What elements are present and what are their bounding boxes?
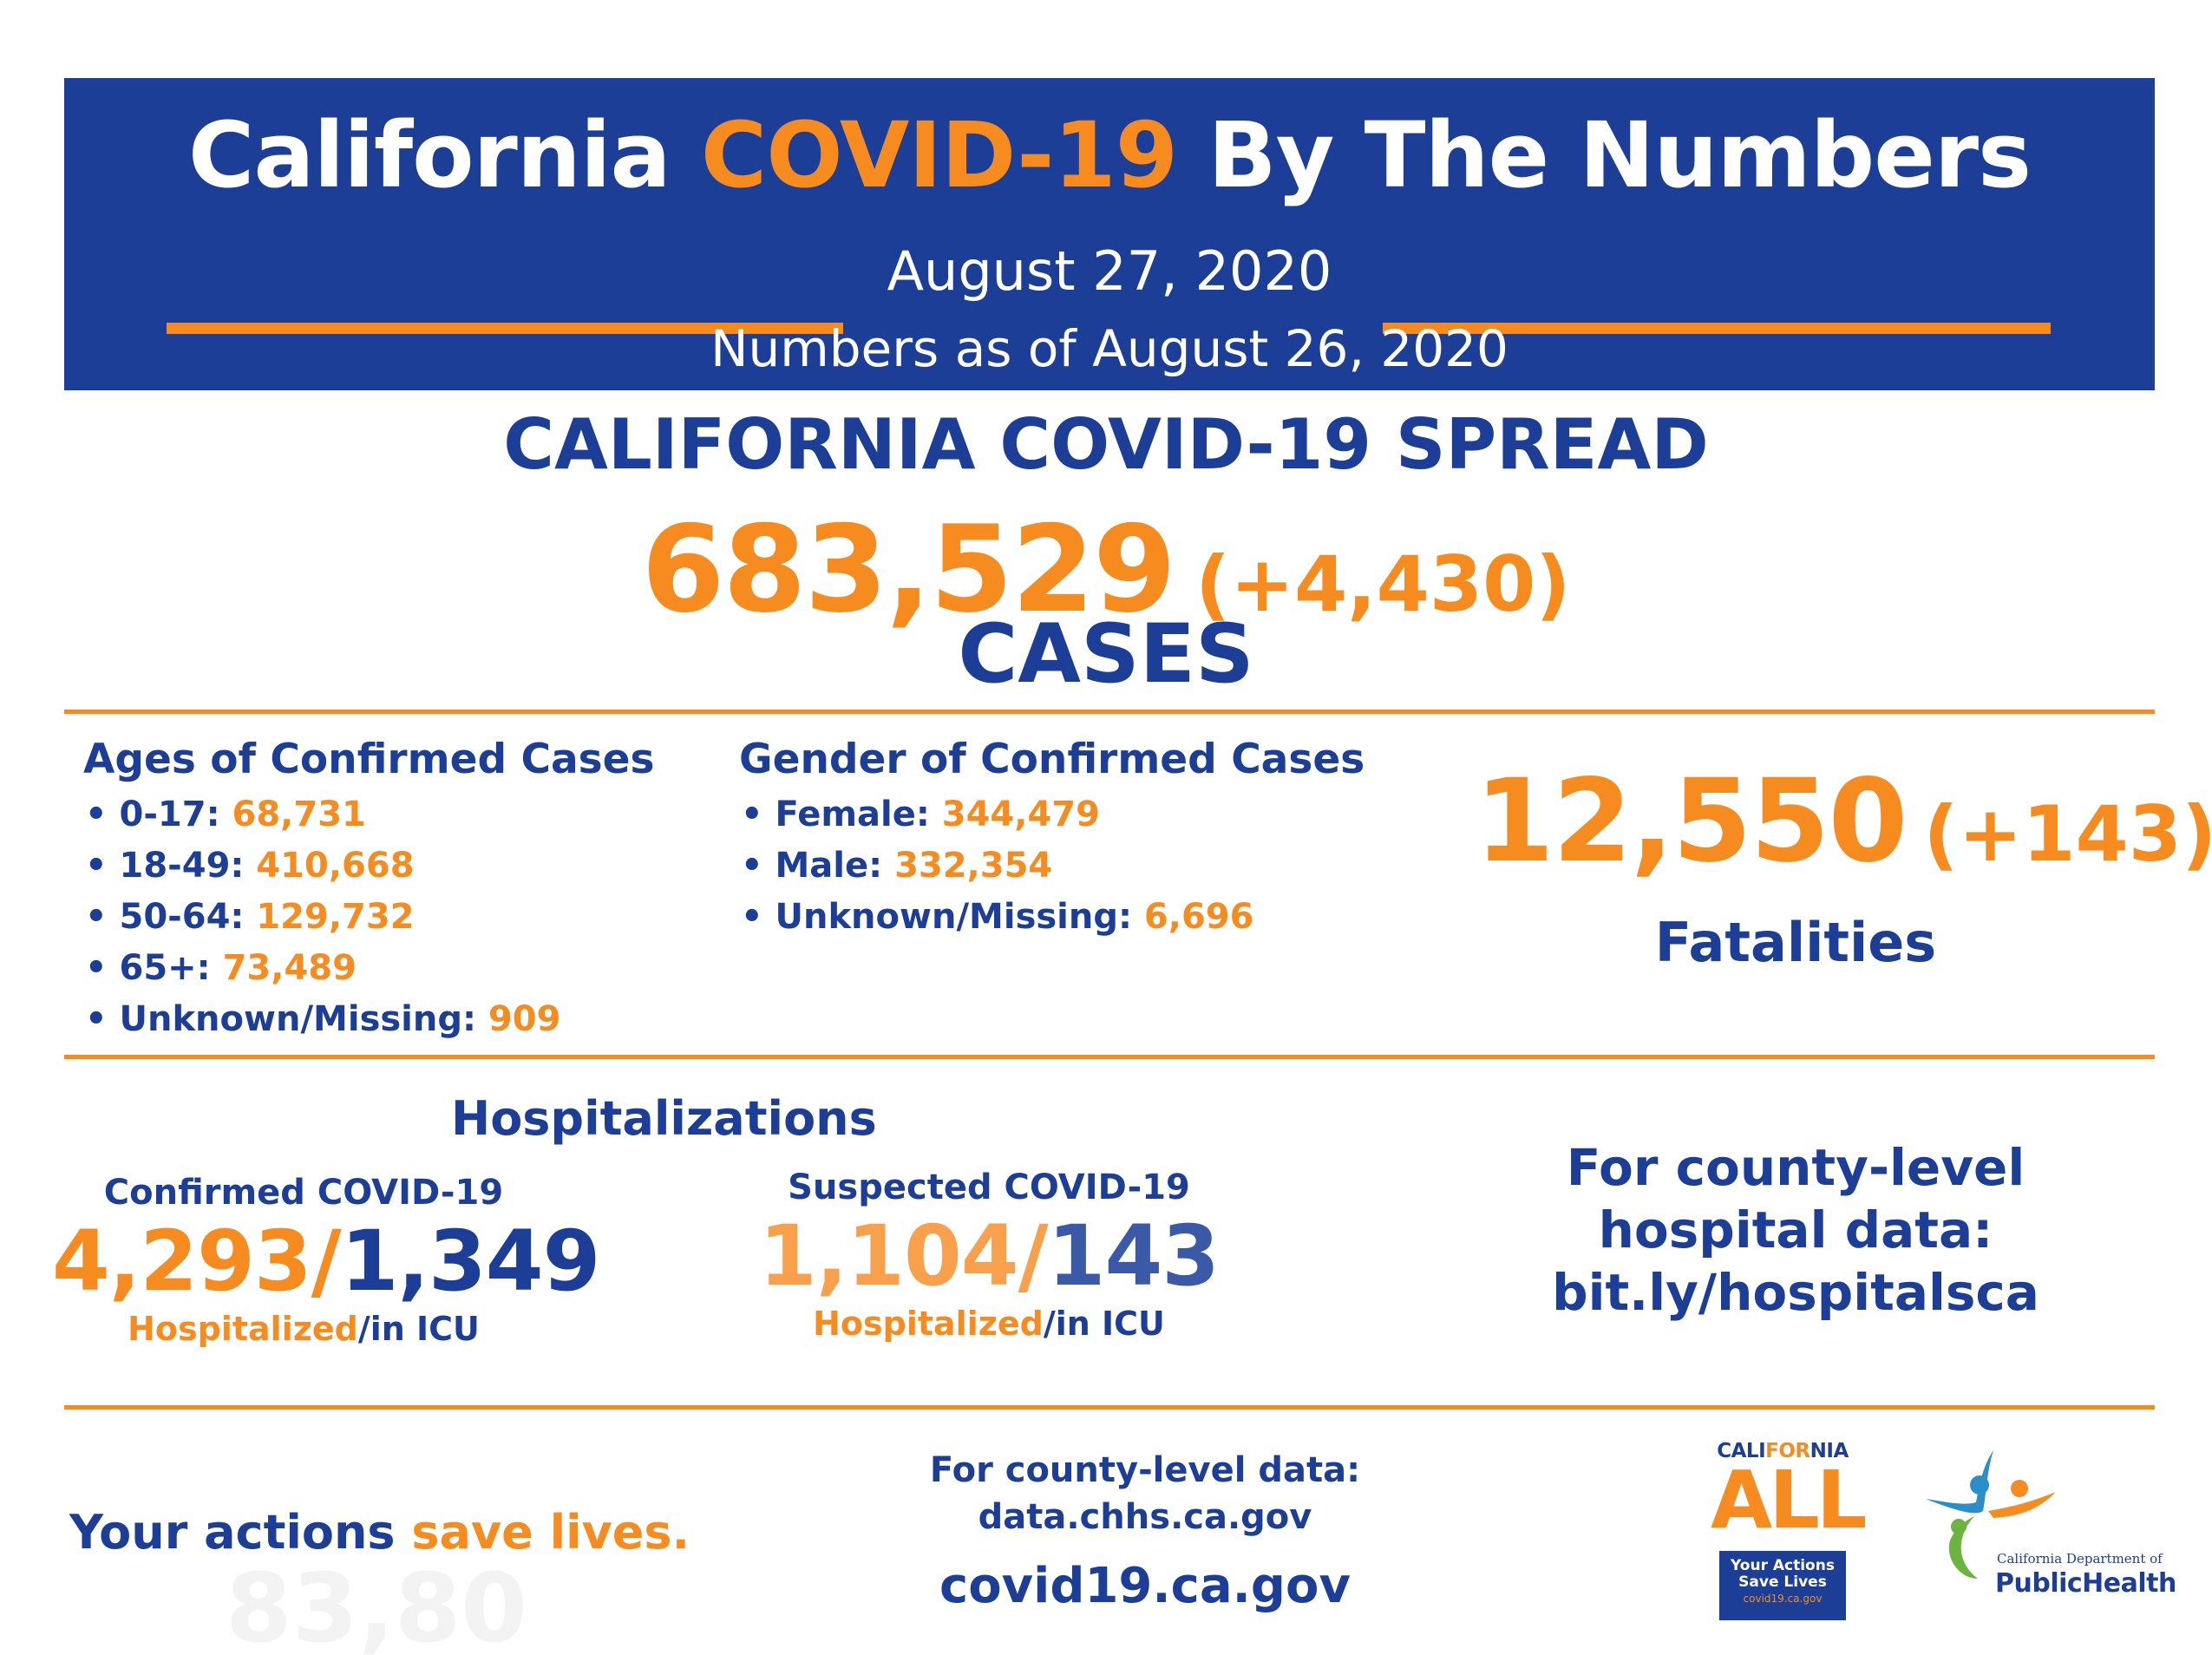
cdph-figures-icon bbox=[1926, 1450, 2056, 1579]
title-part2: By The Numbers bbox=[1177, 102, 2032, 208]
spread-number-row: 683,529 (+4,430) bbox=[0, 500, 2212, 639]
confirmed-hospitalized: 4,293/ bbox=[52, 1213, 342, 1310]
fatalities-number-row: 12,550 (+143) bbox=[1475, 755, 2212, 888]
ages-list: • 0-17: 68,731 • 18-49: 410,668 • 50-64:… bbox=[85, 789, 560, 1045]
cdph-dept: California Department of bbox=[1997, 1551, 2163, 1567]
list-item: • 18-49: 410,668 bbox=[85, 846, 415, 886]
list-item: • 0-17: 68,731 bbox=[85, 795, 366, 834]
divider-2 bbox=[64, 1055, 2155, 1059]
suspected-legend: Hospitalized/in ICU bbox=[813, 1305, 1165, 1343]
spread-heading: CALIFORNIA COVID-19 SPREAD bbox=[503, 404, 1709, 485]
suspected-label: Suspected COVID-19 bbox=[788, 1168, 1190, 1207]
confirmed-numbers: 4,293/1,349 bbox=[52, 1213, 600, 1310]
total-cases: 683,529 bbox=[641, 500, 1176, 639]
title-highlight: COVID-19 bbox=[700, 102, 1178, 208]
confirmed-legend: Hospitalized/in ICU bbox=[128, 1310, 480, 1348]
header-banner: California COVID-19 By The Numbers Augus… bbox=[64, 78, 2155, 390]
suspected-numbers: 1,104/143 bbox=[737, 1207, 1240, 1305]
left-orange-rule bbox=[167, 323, 843, 334]
california-all-logo: CALIFORNIA ALL Your Actions Save Lives c… bbox=[1711, 1440, 1867, 1622]
cdph-name: PublicHealth bbox=[1995, 1568, 2176, 1599]
as-of-date: Numbers as of August 26, 2020 bbox=[710, 319, 1508, 378]
list-item: • Unknown/Missing: 909 bbox=[85, 999, 561, 1039]
cases-label: CASES bbox=[958, 607, 1254, 702]
list-item: • Female: 344,479 bbox=[741, 795, 1100, 834]
county-hospital-link[interactable]: For county-level hospital data: bit.ly/h… bbox=[1552, 1138, 2039, 1322]
date-row: August 27, 2020 bbox=[64, 239, 2155, 334]
total-fatalities: 12,550 bbox=[1475, 755, 1908, 888]
ghost-number: 83,80 bbox=[226, 1553, 527, 1655]
right-orange-rule bbox=[1383, 323, 2051, 334]
county-data-link[interactable]: For county-level data: data.chhs.ca.gov bbox=[929, 1450, 1361, 1537]
fatalities-change: (+143) bbox=[1923, 789, 2212, 879]
ages-title: Ages of Confirmed Cases bbox=[83, 736, 655, 783]
suspected-icu: 143 bbox=[1047, 1207, 1220, 1305]
cases-change: (+4,430) bbox=[1195, 540, 1571, 629]
suspected-hospitalized: 1,104/ bbox=[758, 1207, 1049, 1305]
page-title: California COVID-19 By The Numbers bbox=[64, 102, 2155, 208]
site-link[interactable]: covid19.ca.gov bbox=[939, 1558, 1351, 1614]
cdph-logo: California Department of PublicHealth bbox=[1926, 1449, 2176, 1622]
title-part1: California bbox=[188, 102, 701, 208]
list-item: • Male: 332,354 bbox=[741, 846, 1053, 886]
hospitalizations-title: Hospitalizations bbox=[451, 1091, 877, 1146]
divider-1 bbox=[64, 710, 2155, 714]
gender-list: • Female: 344,479 • Male: 332,354 • Unkn… bbox=[741, 789, 1253, 943]
divider-3 bbox=[64, 1405, 2155, 1410]
report-date: August 27, 2020 bbox=[887, 239, 1332, 303]
confirmed-label: Confirmed COVID-19 bbox=[103, 1173, 504, 1213]
list-item: • Unknown/Missing: 6,696 bbox=[741, 897, 1254, 937]
confirmed-hosp-block: Confirmed COVID-19 4,293/1,349 Hospitali… bbox=[52, 1173, 600, 1348]
fatalities-label: Fatalities bbox=[1654, 911, 1937, 974]
confirmed-icu: 1,349 bbox=[340, 1213, 601, 1310]
gender-title: Gender of Confirmed Cases bbox=[739, 736, 1365, 783]
tagline: Your actions save lives. bbox=[69, 1505, 690, 1560]
list-item: • 65+: 73,489 bbox=[85, 948, 357, 988]
list-item: • 50-64: 129,732 bbox=[85, 897, 415, 937]
suspected-hosp-block: Suspected COVID-19 1,104/143 Hospitalize… bbox=[737, 1168, 1240, 1343]
